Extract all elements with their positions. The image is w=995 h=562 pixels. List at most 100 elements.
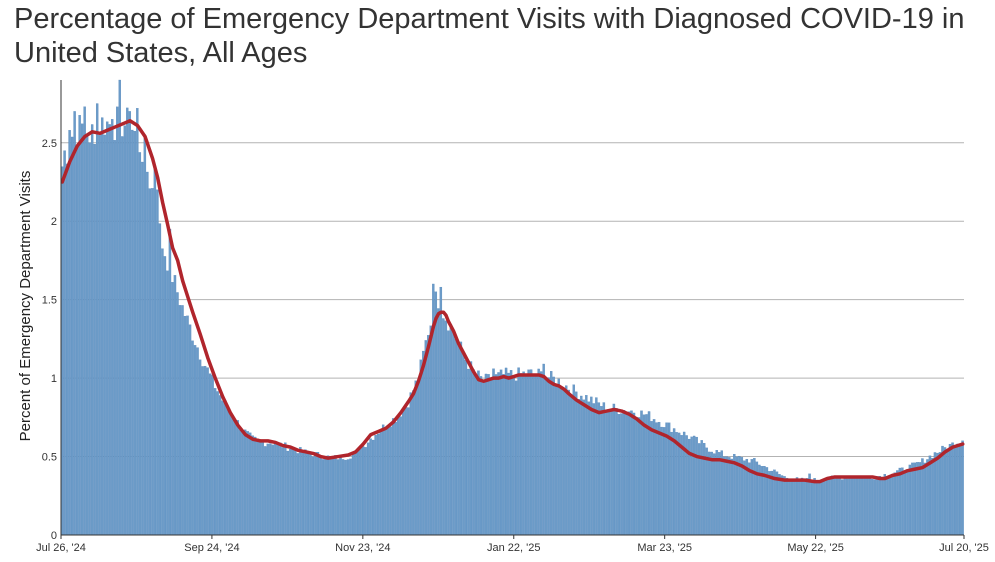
bar [422,350,425,536]
bar [151,188,154,536]
bar [286,450,290,536]
bar [349,458,352,536]
bar [918,462,922,536]
bar [228,412,232,536]
bar [617,414,621,536]
bar [898,467,902,536]
x-tick-label: May 22, '25 [787,542,844,554]
bar [843,477,846,536]
bar [677,432,681,536]
bar [803,480,806,536]
bar [953,446,957,536]
bar [856,476,859,536]
bar [407,407,410,536]
bar [484,373,488,536]
bar [419,359,422,536]
bar [504,367,508,536]
bar [635,416,638,536]
bar [923,462,927,536]
bar [65,163,69,536]
bar [444,320,448,536]
bar [577,399,581,536]
bar [439,286,443,536]
bar [414,380,417,536]
bar [364,447,367,536]
bar [552,376,555,536]
bar [650,421,653,536]
bar [833,476,836,536]
bar [851,477,854,536]
bar [339,454,342,536]
bar [369,438,372,536]
bar [705,447,708,536]
bar [311,456,315,536]
bar [708,451,711,536]
bar [314,452,317,536]
bar [80,123,84,536]
bar [118,79,121,536]
bar [592,403,596,536]
bar [402,408,405,536]
bar [161,248,164,536]
bar [462,353,465,536]
chart-title: Percentage of Emergency Department Visit… [14,3,965,69]
bar [853,478,856,536]
bar [203,365,207,536]
bar [725,456,728,536]
bar [562,388,565,536]
bar [670,431,673,536]
bar [103,134,106,536]
bar [871,478,874,536]
bar [612,403,616,536]
bar [266,443,269,536]
bar [908,464,912,536]
bar [537,368,540,536]
bar [607,409,611,536]
bar [692,435,696,536]
bar [299,447,302,536]
average-line [60,119,965,484]
bar [479,376,483,536]
bar [417,380,420,536]
bar [279,442,282,536]
bar [961,440,964,536]
y-tick-label: 2.5 [42,138,57,150]
bar [572,384,575,536]
bar [600,406,603,536]
bar [276,442,280,536]
bar [404,406,407,536]
bar [138,152,142,536]
bar [575,391,578,536]
bar [888,475,892,536]
bar [931,458,934,536]
bar [585,395,588,536]
bar [866,475,869,536]
bar [547,377,550,536]
bar [680,435,683,536]
bar [881,477,884,536]
bar [733,454,736,536]
bar [805,478,809,536]
bar [665,422,668,536]
bar [813,478,816,536]
bar [597,402,601,536]
bar [928,455,932,536]
bar [454,338,458,536]
bar [916,462,919,536]
bar [539,371,543,536]
bar [710,451,713,536]
bar [208,373,212,536]
bar [886,476,889,536]
bar [730,458,734,536]
bar [580,395,583,536]
bar [748,462,751,536]
bar [211,374,214,536]
bar [429,325,433,536]
bar [193,345,197,536]
bar [472,369,475,536]
bar [291,447,295,536]
bar [615,408,618,536]
bar [399,416,402,536]
bar [424,340,427,536]
bar [123,125,126,536]
